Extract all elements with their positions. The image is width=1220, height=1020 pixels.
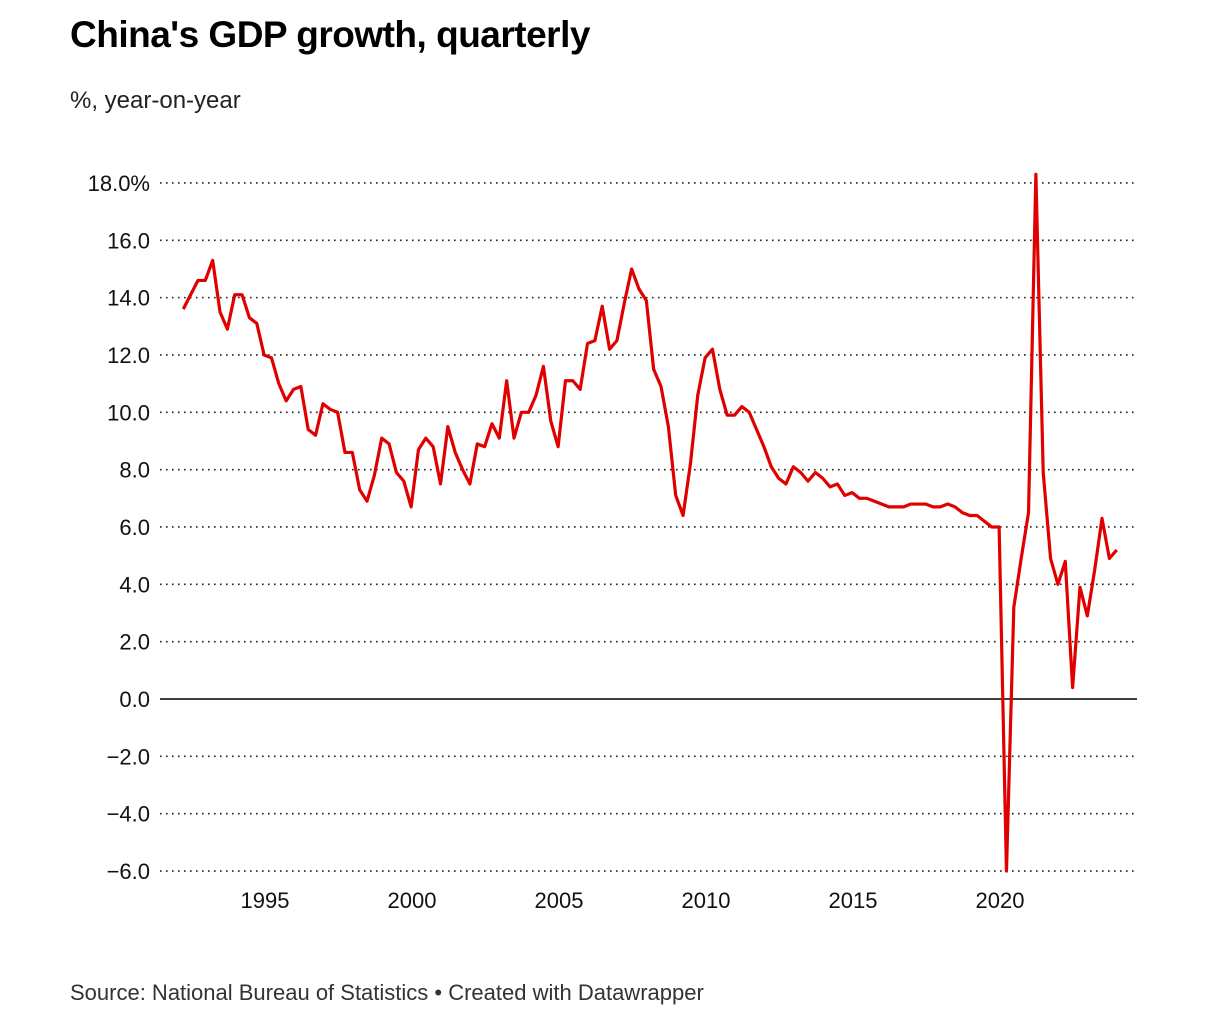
- x-tick-label: 2020: [976, 888, 1025, 913]
- x-tick-label: 2010: [682, 888, 731, 913]
- series-layer: [181, 172, 1118, 873]
- y-tick-label: −4.0: [107, 802, 150, 827]
- gridlines: [160, 182, 1137, 872]
- y-tick-label: 8.0: [119, 458, 150, 483]
- x-tick-label: 2015: [829, 888, 878, 913]
- y-tick-label: 0.0: [119, 687, 150, 712]
- y-tick-label: 12.0: [107, 343, 150, 368]
- y-tick-label: −2.0: [107, 744, 150, 769]
- chart-title: China's GDP growth, quarterly: [70, 14, 590, 55]
- x-tick-label: 2005: [535, 888, 584, 913]
- x-tick-label: 2000: [388, 888, 437, 913]
- y-axis-ticks: 18.0% 16.0 14.0 12.0 10.0 8.0 6.0 4.0 2.0 0.0 −2.0…: [88, 171, 150, 884]
- y-tick-label: 10.0: [107, 400, 150, 425]
- gdp-growth-line: [181, 172, 1118, 873]
- x-axis-ticks: 1995 2000 2005 2010 2015 2020: [241, 888, 1025, 913]
- y-tick-label: 18.0%: [88, 171, 150, 196]
- y-tick-label: 4.0: [119, 572, 150, 597]
- y-tick-label: 2.0: [119, 630, 150, 655]
- y-tick-label: 16.0: [107, 228, 150, 253]
- y-tick-label: 6.0: [119, 515, 150, 540]
- y-tick-label: 14.0: [107, 286, 150, 311]
- chart-subtitle: %, year-on-year: [70, 87, 241, 114]
- y-tick-label: −6.0: [107, 859, 150, 884]
- source-note: Source: National Bureau of Statistics • …: [70, 980, 704, 1005]
- x-tick-label: 1995: [241, 888, 290, 913]
